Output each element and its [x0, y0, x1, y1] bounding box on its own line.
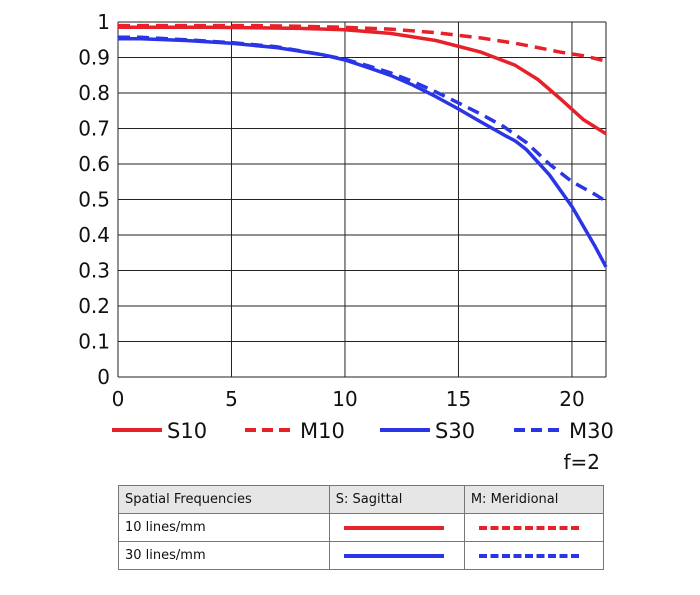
x-tick-label: 10: [332, 387, 357, 411]
meridional-10-swatch: [478, 525, 579, 530]
x-tick-label: 20: [559, 387, 584, 411]
legend-label-s30: S30: [435, 419, 475, 443]
y-tick-label: 0.2: [78, 294, 110, 318]
series-line-m10: [118, 23, 607, 63]
legend-table-header: Spatial Frequencies S: Sagittal M: Merid…: [118, 485, 605, 514]
series-line-s10: [118, 25, 607, 136]
legend-label-s10: S10: [167, 419, 207, 443]
y-tick-label: 0.5: [78, 188, 110, 212]
legend-table-row-30: 30 lines/mm: [118, 541, 605, 570]
series-line-m30: [118, 35, 607, 203]
series-line-s30: [118, 36, 608, 268]
x-tick-label: 15: [446, 387, 471, 411]
legend-label-m10: M10: [300, 419, 345, 443]
y-tick-label: 0.1: [78, 330, 110, 354]
y-tick-label: 0.4: [78, 223, 110, 247]
header-meridional: M: Meridional: [463, 485, 605, 514]
y-tick-label: 0.3: [78, 259, 110, 283]
series-lines: [118, 23, 608, 268]
sagittal-30-swatch: [343, 553, 444, 558]
header-spatial-frequencies: Spatial Frequencies: [118, 485, 330, 514]
row-label-10: 10 lines/mm: [118, 513, 330, 542]
y-tick-label: 0: [97, 365, 110, 389]
y-tick-label: 0.8: [78, 81, 110, 105]
mtf-chart: 0 5 10 15 20 0 0.1 0.2 0.3 0.4 0.5 0.6 0.7 0.8 0.9 1 S1…: [78, 10, 614, 474]
meridional-30-swatch: [478, 553, 579, 558]
legend-table-row-10: 10 lines/mm: [118, 513, 605, 542]
header-sagittal: S: Sagittal: [328, 485, 465, 514]
chart-legend: S10 M10 S30 M30: [112, 419, 614, 443]
y-tick-label: 0.6: [78, 152, 110, 176]
y-tick-label: 0.9: [78, 46, 110, 70]
y-tick-label: 0.7: [78, 117, 110, 141]
sagittal-10-swatch: [343, 525, 444, 530]
x-tick-label: 0: [112, 387, 125, 411]
aperture-label: f=2: [563, 450, 600, 474]
grid: [117, 21, 607, 378]
x-tick-label: 5: [225, 387, 238, 411]
frequency-legend-table: Spatial Frequencies S: Sagittal M: Merid…: [118, 485, 605, 570]
row-label-30: 30 lines/mm: [118, 541, 330, 570]
legend-label-m30: M30: [569, 419, 614, 443]
y-tick-label: 1: [97, 10, 110, 34]
tick-labels: 0 5 10 15 20 0 0.1 0.2 0.3 0.4 0.5 0.6 0.7 0.8 0.9 1: [78, 10, 584, 411]
